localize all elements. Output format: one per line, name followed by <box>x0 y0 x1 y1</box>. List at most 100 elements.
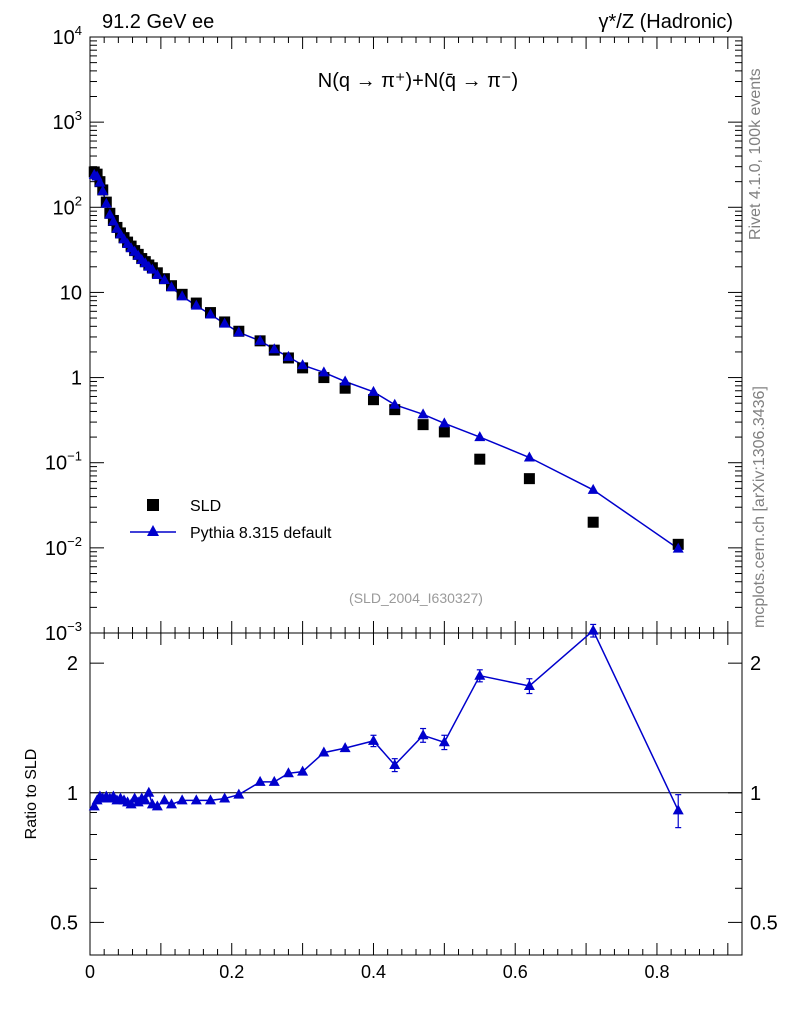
pythia-point <box>176 290 188 301</box>
ratio-point <box>474 669 486 680</box>
plot-title: N(q → π⁺)+N(q̄ → π⁻) <box>318 70 518 92</box>
y-tick-label: 103 <box>53 108 82 134</box>
ratio-point <box>318 746 330 757</box>
pythia-point <box>107 215 119 226</box>
ratio-y-tick-label-right: 2 <box>750 653 761 675</box>
pythia-point <box>438 417 450 428</box>
pythia-point <box>94 176 106 187</box>
ratio-point <box>158 794 170 805</box>
mcplots-credit-label: mcplots.cern.ch [arXiv:1306.3436] <box>751 386 768 628</box>
legend: SLD Pythia 8.315 default <box>130 498 332 542</box>
pythia-point <box>367 385 379 396</box>
y-tick-label: 102 <box>53 193 82 219</box>
ratio-point <box>672 804 684 815</box>
sld-point <box>523 473 535 485</box>
ratio-point <box>151 800 163 811</box>
ratio-point <box>219 792 231 803</box>
pythia-point <box>219 317 231 328</box>
pythia-point <box>672 542 684 553</box>
ratio-point <box>587 624 599 635</box>
ratio-y-tick-label-right: 1 <box>750 783 761 805</box>
ratio-axis-ticks <box>89 633 743 955</box>
ratio-point <box>88 800 100 811</box>
ratio-point <box>268 775 280 786</box>
ratio-y-tick-label-right: 0.5 <box>750 912 778 934</box>
rivet-version-label: Rivet 4.1.0, 100k events <box>747 68 764 240</box>
y-tick-label: 10−1 <box>45 449 82 475</box>
ratio-point <box>233 788 245 799</box>
x-tick-label: 0.2 <box>219 962 244 982</box>
ratio-point <box>190 794 202 805</box>
ratio-point <box>139 794 151 805</box>
y-tick-label: 10−3 <box>45 619 82 645</box>
ratio-y-tick-labels: 0.5 0.5 1 1 2 2 <box>50 653 778 934</box>
pythia-point <box>158 273 170 284</box>
legend-pythia-marker <box>147 525 159 536</box>
ratio-line <box>93 629 679 811</box>
ratio-point <box>254 775 266 786</box>
pythia-point <box>233 326 245 337</box>
ratio-point <box>367 734 379 745</box>
y-tick-label: 10 <box>60 282 82 304</box>
sld-point <box>339 382 351 394</box>
pythia-point <box>146 263 158 274</box>
ratio-series <box>88 623 684 829</box>
x-tick-label: 0 <box>85 962 95 982</box>
ratio-point <box>523 680 535 691</box>
ratio-point <box>417 729 429 740</box>
header-left-label: 91.2 GeV ee <box>102 11 214 33</box>
pythia-point <box>587 483 599 494</box>
pythia-point <box>204 308 216 319</box>
ratio-point <box>176 794 188 805</box>
y-tick-label: 1 <box>71 368 82 390</box>
x-tick-label: 0.6 <box>503 962 528 982</box>
main-plot-frame <box>89 36 743 634</box>
pythia-series-markers <box>88 168 684 553</box>
pythia-point <box>318 366 330 377</box>
header-right-label: γ*/Z (Hadronic) <box>599 11 733 33</box>
pythia-point <box>166 281 177 292</box>
pythia-point <box>417 408 429 419</box>
pythia-point <box>100 197 112 208</box>
ratio-y-tick-label: 1 <box>67 783 78 805</box>
ratio-point <box>166 798 177 809</box>
pythia-point <box>474 431 486 442</box>
pythia-point <box>297 359 309 370</box>
sld-point <box>389 404 401 416</box>
pythia-point <box>254 334 266 345</box>
y-tick-label: 10−2 <box>45 534 82 560</box>
sld-point <box>474 453 486 465</box>
pythia-point <box>104 208 116 219</box>
ratio-plot-frame <box>89 632 743 956</box>
y-tick-label: 104 <box>53 23 82 49</box>
pythia-point <box>339 375 351 386</box>
sld-point <box>587 516 599 528</box>
x-tick-label: 0.4 <box>361 962 386 982</box>
legend-sld-marker <box>147 499 159 511</box>
ratio-point <box>438 736 450 747</box>
sld-point <box>417 419 429 431</box>
x-tick-labels: 0 0.2 0.4 0.6 0.8 <box>85 962 669 982</box>
ratio-point <box>339 742 351 753</box>
pythia-point <box>151 269 163 280</box>
ratio-point <box>389 759 401 770</box>
ratio-point <box>297 765 309 776</box>
x-tick-label: 0.8 <box>644 962 669 982</box>
sld-point <box>438 426 450 438</box>
legend-sld-label: SLD <box>190 498 221 515</box>
ratio-y-axis-label: Ratio to SLD <box>23 749 40 840</box>
pythia-point <box>282 350 294 361</box>
analysis-tag: (SLD_2004_I630327) <box>349 590 483 606</box>
ratio-point <box>282 767 294 778</box>
ratio-y-tick-label: 2 <box>67 653 78 675</box>
ratio-point <box>204 794 216 805</box>
legend-pythia-label: Pythia 8.315 default <box>190 525 332 542</box>
ratio-y-tick-label: 0.5 <box>50 912 78 934</box>
ratio-point <box>143 786 155 797</box>
pythia-point <box>190 299 202 310</box>
sld-point <box>318 372 330 384</box>
sld-point <box>367 394 379 406</box>
pythia-point <box>97 185 109 196</box>
